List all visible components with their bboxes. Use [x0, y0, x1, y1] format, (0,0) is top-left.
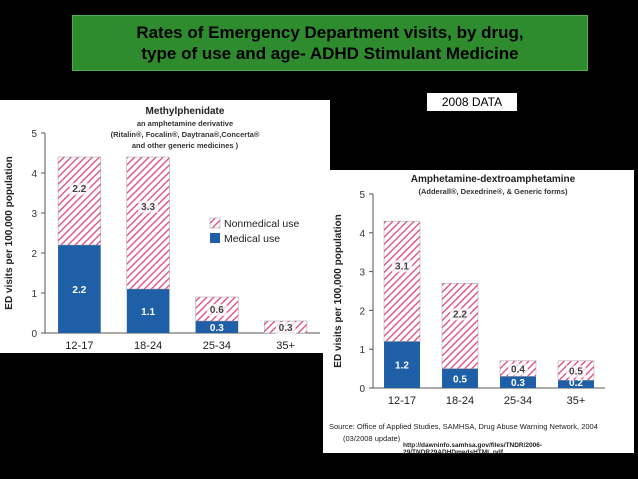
bar-nonmedical-label-bg — [138, 200, 159, 213]
y-tick-label: 3 — [31, 209, 37, 220]
bar-nonmedical-label: 0.4 — [511, 365, 525, 376]
bar-nonmedical-label-bg — [392, 260, 412, 273]
amphetamine-chart: Amphetamine-dextroamphetamine (Adderall®,… — [333, 174, 605, 407]
chart-title: Methylphenidate — [146, 106, 225, 117]
title-line-2: type of use and age- ADHD Stimulant Medi… — [141, 44, 519, 63]
chart-subtitle: and other generic medicines ) — [132, 141, 239, 150]
bar-medical-label: 0.2 — [569, 378, 583, 389]
bar-medical-label: 0.5 — [453, 374, 467, 385]
methylphenidate-chart-panel: Methylphenidate an amphetamine derivative… — [0, 100, 330, 353]
y-tick-label: 0 — [359, 384, 365, 395]
bar-nonmedical-label-bg — [508, 363, 528, 376]
title-line-1: Rates of Emergency Department visits, by… — [136, 23, 524, 42]
y-tick-label: 1 — [359, 345, 365, 356]
y-tick-label: 4 — [359, 229, 365, 240]
bar-medical-label: 1.2 — [395, 361, 409, 372]
chart-subtitle: (Adderall®, Dexedrine®, & Generic forms) — [418, 187, 568, 196]
x-tick-label: 25-34 — [504, 395, 532, 407]
bar-medical-label: 1.1 — [141, 307, 155, 318]
bar-medical-use — [500, 376, 536, 388]
x-tick-label: 35+ — [276, 340, 295, 352]
bar-nonmedical-label: 0.6 — [210, 305, 224, 316]
chart-subtitle: (Ritalin®, Focalin®, Daytrana®,Concerta® — [111, 130, 260, 139]
slide-title: Rates of Emergency Department visits, by… — [72, 15, 588, 71]
y-axis-label: ED visits per 100,000 population — [4, 156, 15, 309]
y-tick-label: 2 — [359, 306, 365, 317]
y-tick-label: 3 — [359, 268, 365, 279]
bar-medical-label: 0.3 — [210, 323, 224, 334]
bar-medical-use — [558, 380, 594, 388]
bar-medical-label: 0.3 — [511, 378, 525, 389]
x-tick-label: 18-24 — [446, 395, 474, 407]
source-note: Source: Office of Applied Studies, SAMHS… — [329, 422, 598, 431]
chart-title: Amphetamine-dextroamphetamine — [411, 174, 576, 185]
bar-nonmedical-label-bg — [206, 304, 227, 316]
x-tick-label: 35+ — [567, 395, 586, 407]
amphetamine-chart-panel: Amphetamine-dextroamphetamine (Adderall®,… — [323, 170, 634, 456]
y-tick-label: 1 — [31, 289, 37, 300]
chart-subtitle: an amphetamine derivative — [137, 119, 233, 128]
bar-nonmedical-use — [441, 282, 479, 369]
bar-medical-use — [126, 289, 170, 333]
x-tick-label: 12-17 — [388, 395, 416, 407]
y-tick-label: 0 — [31, 329, 37, 340]
y-tick-label: 2 — [31, 249, 37, 260]
y-tick-label: 5 — [359, 190, 365, 201]
x-tick-label: 18-24 — [134, 340, 162, 352]
y-tick-label: 4 — [31, 169, 37, 180]
bar-nonmedical-label: 2.2 — [72, 184, 86, 195]
bar-nonmedical-use — [383, 220, 421, 342]
bar-nonmedical-label-bg — [69, 183, 90, 196]
x-tick-label: 12-17 — [65, 340, 93, 352]
bar-medical-use — [384, 341, 420, 388]
bar-nonmedical-label: 2.2 — [453, 309, 467, 320]
x-tick-label: 25-34 — [203, 340, 231, 352]
y-tick-label: 5 — [31, 129, 37, 140]
bar-nonmedical-label-bg — [275, 322, 296, 334]
bar-medical-use — [442, 368, 478, 388]
methylphenidate-chart: Methylphenidate an amphetamine derivative… — [4, 106, 320, 352]
bar-nonmedical-label: 0.3 — [279, 323, 293, 334]
bar-nonmedical-label: 3.3 — [141, 202, 155, 213]
bar-nonmedical-label-bg — [450, 308, 470, 321]
bar-medical-use — [195, 321, 239, 333]
legend-swatch-medical — [210, 233, 220, 243]
y-axis-label: ED visits per 100,000 population — [333, 214, 344, 367]
bar-medical-label: 2.2 — [72, 285, 86, 296]
bar-nonmedical-label: 3.1 — [395, 261, 409, 272]
legend-label-medical: Medical use — [224, 233, 280, 245]
year-tag: 2008 DATA — [425, 91, 519, 113]
bar-nonmedical-label-bg — [566, 365, 586, 378]
source-url: http://dawninfo.samhsa.gov/files/TNDR/20… — [403, 442, 543, 456]
legend-swatch-nonmedical — [209, 217, 221, 229]
legend-label-nonmedical: Nonmedical use — [224, 218, 299, 230]
bar-nonmedical-use — [57, 156, 101, 246]
bar-nonmedical-use — [126, 156, 170, 290]
bar-medical-use — [58, 245, 101, 333]
source-update: (03/2008 update) — [343, 434, 401, 443]
bar-nonmedical-label: 0.5 — [569, 367, 583, 378]
